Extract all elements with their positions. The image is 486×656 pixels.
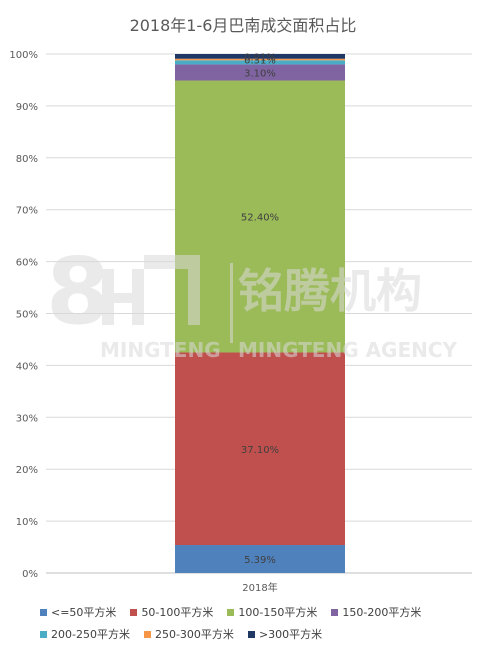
legend-label: >300平方米 (258, 628, 323, 641)
data-label: 0.91% (244, 52, 276, 63)
data-label: 3.10% (244, 68, 276, 79)
legend-swatch (130, 608, 138, 616)
bar-segment (175, 352, 345, 546)
legend-swatch (247, 630, 255, 638)
legend-label: 100-150平方米 (238, 606, 318, 619)
legend-label: <=50平方米 (51, 606, 117, 619)
legend-item: 50-100平方米 (130, 604, 213, 620)
legend-item: >300平方米 (247, 626, 323, 642)
bar-segment (175, 80, 345, 353)
y-tick-label: 20% (16, 465, 38, 476)
legend-item: 200-250平方米 (40, 626, 130, 642)
legend-label: 50-100平方米 (141, 606, 214, 619)
y-tick-label: 0% (22, 569, 38, 580)
data-label: 52.40% (241, 212, 279, 223)
data-label: 0.31% (244, 56, 276, 67)
data-label: 5.39% (244, 555, 276, 566)
legend-swatch (40, 608, 47, 616)
legend-swatch (143, 630, 151, 638)
chart-legend: <=50平方米 50-100平方米 100-150平方米 150-200平方米 200-… (40, 604, 460, 642)
legend-item: 250-300平方米 (143, 626, 234, 642)
y-tick-label: 30% (16, 413, 38, 424)
data-label: 37.10% (241, 445, 279, 456)
y-tick-label: 10% (16, 517, 38, 528)
bar-segment (175, 58, 345, 61)
legend-item: <=50平方米 (40, 604, 116, 620)
y-tick-label: 80% (16, 154, 38, 165)
bar-segment (175, 545, 345, 573)
bar-segment (175, 54, 345, 59)
x-tick-label: 2018年 (242, 581, 277, 594)
legend-swatch (227, 608, 235, 616)
legend-swatch (331, 608, 339, 616)
y-tick-label: 40% (16, 361, 38, 372)
y-tick-label: 90% (16, 102, 38, 113)
legend-label: 250-300平方米 (154, 628, 234, 641)
bar-segment (175, 64, 345, 81)
y-tick-label: 60% (16, 258, 38, 269)
bar-segment (175, 60, 345, 65)
legend-label: 150-200平方米 (342, 606, 422, 619)
y-tick-label: 70% (16, 206, 38, 217)
legend-label: 200-250平方米 (51, 628, 130, 641)
stacked-bar-chart: 0% 10% 20% 30% 40% 50% 60% 70% 80% 90% 100% 5.39% 37… (9, 50, 472, 594)
legend-swatch (40, 630, 47, 638)
chart-title: 2018年1-6月巴南成交面积占比 (129, 16, 357, 35)
legend-item: 150-200平方米 (331, 604, 421, 620)
legend-item: 100-150平方米 (227, 604, 317, 620)
y-tick-label: 100% (9, 50, 38, 61)
y-tick-label: 50% (16, 310, 38, 321)
